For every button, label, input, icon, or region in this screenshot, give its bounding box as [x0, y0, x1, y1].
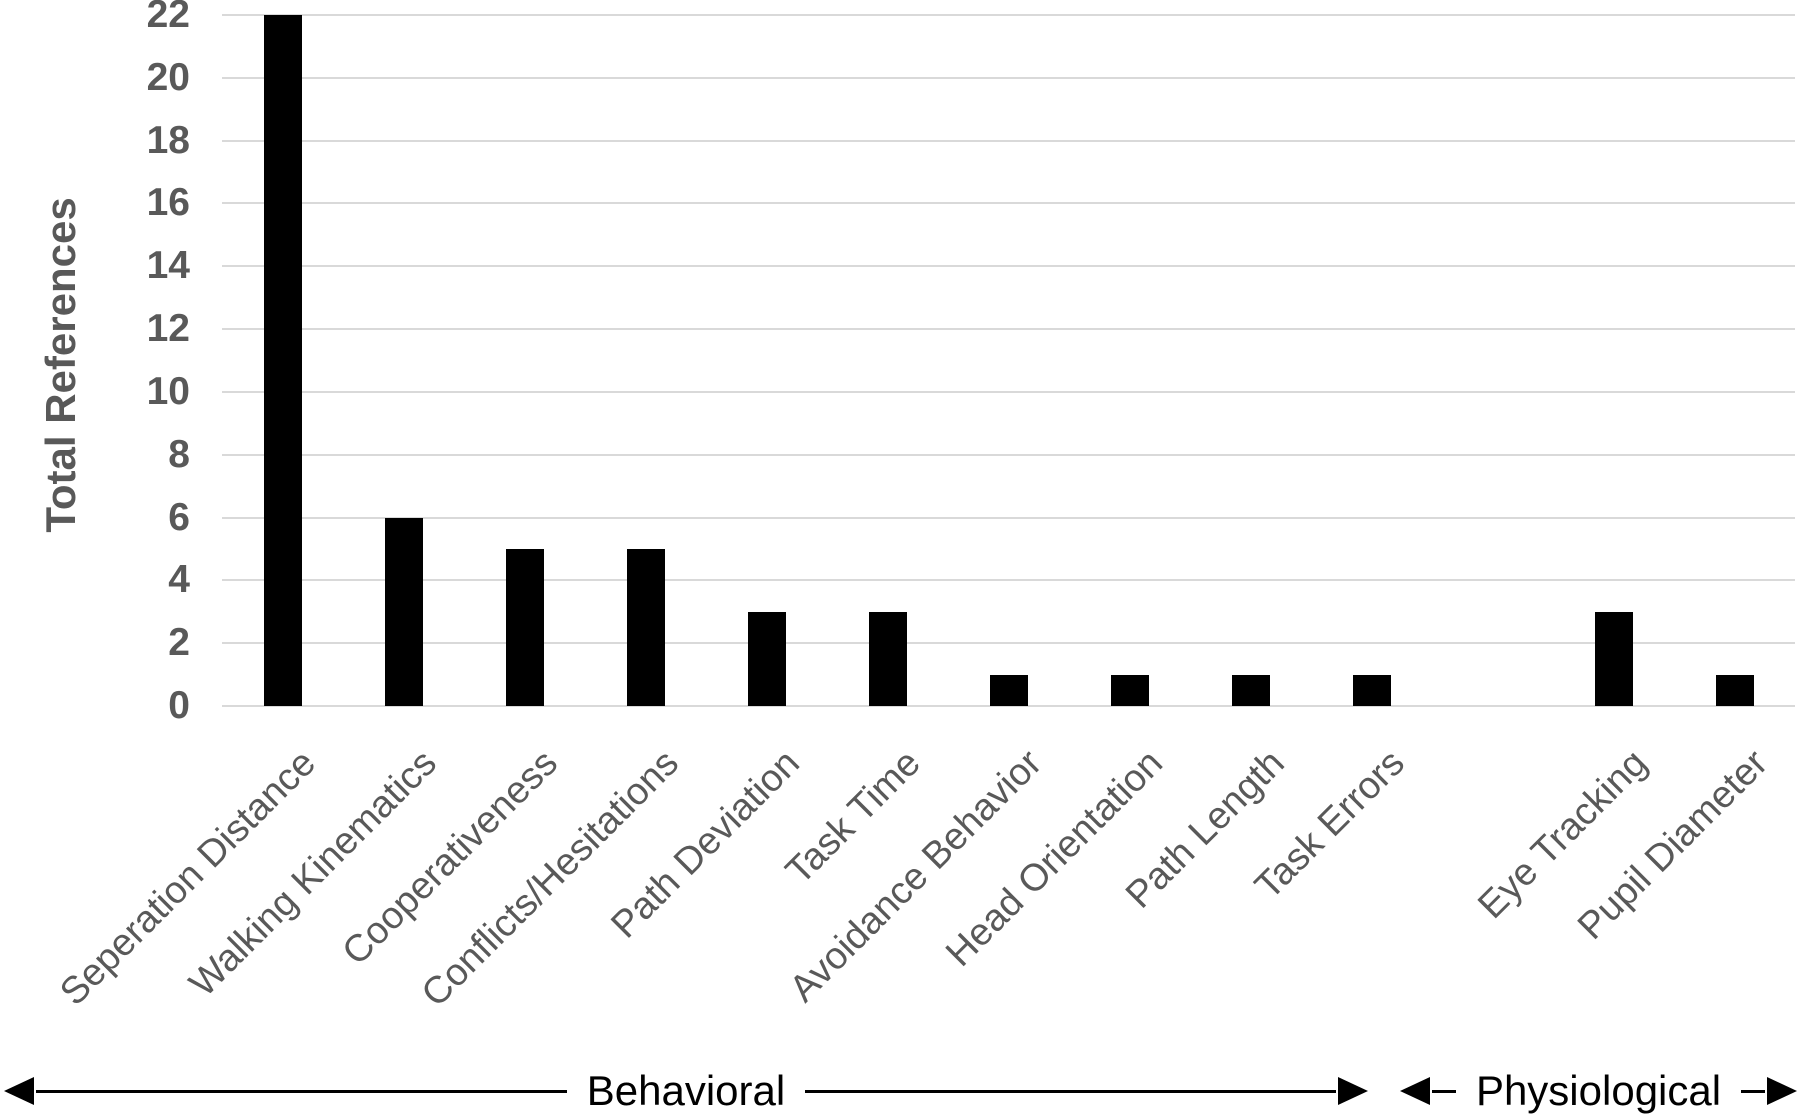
group-arrow-physiological: Physiological [1400, 1067, 1798, 1114]
arrow-line [805, 1089, 1336, 1093]
y-tick-label: 20 [146, 55, 190, 99]
bar [868, 611, 907, 706]
plot-area [222, 14, 1795, 707]
gridline [222, 14, 1795, 16]
bar [1594, 611, 1633, 706]
gridline [222, 265, 1795, 268]
gridline [222, 76, 1795, 79]
y-tick-label: 4 [168, 558, 190, 602]
gridline [222, 390, 1795, 393]
bar [989, 674, 1028, 706]
bar [1715, 674, 1754, 706]
gridline [222, 642, 1795, 645]
y-tick-label: 10 [146, 369, 190, 413]
gridline [222, 202, 1795, 205]
arrow-left-icon [4, 1077, 34, 1105]
gridline [222, 453, 1795, 456]
bar [384, 517, 423, 706]
y-tick-label: 8 [168, 432, 190, 476]
gridline [222, 579, 1795, 582]
gridline [222, 516, 1795, 519]
arrow-left-icon [1400, 1077, 1430, 1105]
bar [263, 15, 302, 706]
y-tick-label: 18 [146, 118, 190, 162]
group-label-physiological: Physiological [1475, 1067, 1722, 1114]
y-tick-label: 6 [168, 495, 190, 539]
bar [747, 611, 786, 706]
y-tick-label: 22 [146, 0, 190, 36]
arrow-line [36, 1089, 567, 1093]
group-label-behavioral: Behavioral [586, 1067, 786, 1114]
y-axis-title: Total References [37, 197, 84, 533]
group-arrow-behavioral: Behavioral [4, 1067, 1368, 1114]
x-axis-label: Head Orientation [938, 742, 1172, 975]
y-tick-label: 12 [146, 307, 190, 351]
gridline [222, 139, 1795, 142]
y-tick-label: 16 [146, 181, 190, 225]
x-axis-label: Cooperativeness [334, 742, 567, 974]
gridline [222, 705, 1795, 707]
y-tick-label: 14 [146, 244, 190, 288]
bar [1110, 674, 1149, 706]
bar [505, 548, 544, 706]
arrow-line [1432, 1089, 1456, 1093]
bar [1352, 674, 1391, 706]
bar [626, 548, 665, 706]
bar [1231, 674, 1270, 706]
arrow-right-icon [1338, 1077, 1368, 1105]
y-tick-label: 0 [168, 684, 190, 727]
gridline [222, 328, 1795, 331]
y-tick-label: 2 [168, 621, 190, 665]
arrow-right-icon [1767, 1077, 1798, 1105]
arrow-line [1741, 1089, 1766, 1093]
